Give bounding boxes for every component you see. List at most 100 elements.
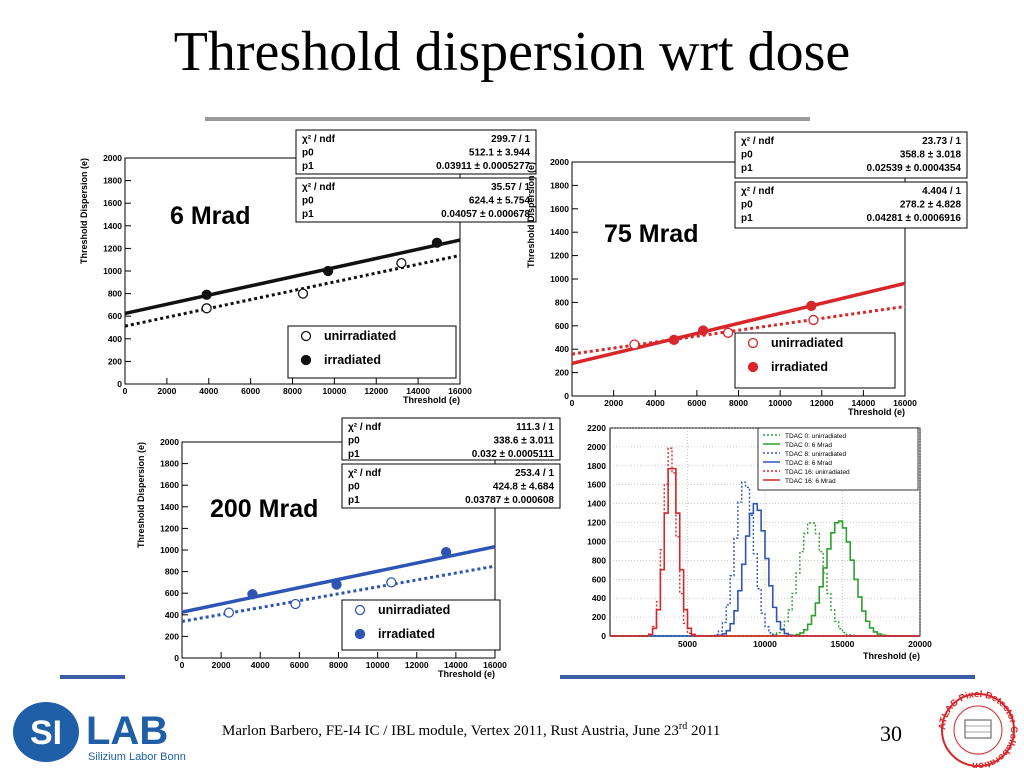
y-tick-label: 1000: [587, 536, 606, 546]
footer-citation: Marlon Barbero, FE-I4 IC / IBL module, V…: [222, 721, 720, 740]
badge-text: ATLAS Pixel Detector Collaboration: [937, 689, 1019, 768]
fit-param-value: 23.73 / 1: [922, 136, 961, 147]
y-tick-label: 2000: [160, 437, 179, 447]
x-tick-label: 14000: [444, 660, 468, 670]
chart-svg: 0 200 400 600 800 1000 1200 1400 1600 1800 2000 0 20…: [136, 417, 561, 679]
x-tick-label: 2000: [212, 660, 231, 670]
data-point-unirradiated: [386, 577, 397, 588]
fit-line-dotted: [124, 253, 461, 328]
y-tick-label: 1600: [103, 198, 122, 208]
fit-param-value: 299.7 / 1: [491, 134, 530, 145]
data-point-irradiated: [440, 547, 452, 558]
y-tick-label: 1200: [550, 251, 569, 261]
fit-param-name: p1: [302, 209, 314, 220]
y-tick-label: 800: [108, 289, 122, 299]
y-axis-label: Threshold Dispersion (e): [136, 442, 146, 548]
y-tick-label: 1200: [103, 243, 122, 253]
data-point-unirradiated: [396, 257, 407, 269]
y-axis-label: Threshold Dispersion (e): [79, 158, 89, 264]
legend-label: unirradiated: [324, 329, 396, 343]
y-tick-label: 600: [108, 311, 122, 321]
data-point-unirradiated: [722, 327, 734, 338]
y-tick-label: 600: [555, 321, 569, 331]
histogram-tdac-16-unirradiated: [610, 447, 920, 637]
data-point-unirradiated: [223, 607, 235, 618]
legend-marker: [747, 337, 759, 349]
x-tick-label: 0: [123, 386, 128, 396]
data-point-irradiated: [431, 237, 443, 248]
x-tick-label: 10000: [768, 398, 792, 408]
legend-label: irradiated: [324, 353, 381, 367]
legend-label: TDAC 8: unirradiated: [785, 451, 846, 458]
chart-200-mrad: 0 200 400 600 800 1000 1200 1400 1600 1800 2000 0 20…: [130, 417, 561, 680]
fit-stats-box: [341, 463, 561, 509]
data-point-irradiated: [201, 289, 212, 300]
y-tick-label: 200: [165, 631, 179, 641]
fit-stats-box: [295, 177, 537, 223]
y-tick-label: 0: [601, 631, 606, 641]
fit-line-dotted: [181, 564, 496, 623]
logo-subtitle: Silizium Labor Bonn: [88, 751, 186, 763]
legend-marker: [300, 354, 312, 366]
chart-6-mrad: 0 200 400 600 800 1000 1200 1400 1600 1800 2000 0 20…: [70, 128, 540, 406]
legend-label: TDAC 0: 6 Mrad: [785, 442, 832, 449]
fit-param-value: 278.2 ± 4.828: [900, 200, 962, 211]
y-tick-label: 800: [555, 297, 569, 307]
y-tick-label: 1600: [550, 204, 569, 214]
y-tick-label: 400: [108, 334, 122, 344]
x-tick-label: 6000: [241, 386, 260, 396]
fit-param-value: 624.4 ± 5.754: [469, 196, 531, 207]
x-tick-label: 5000: [678, 639, 697, 649]
x-tick-label: 14000: [852, 398, 876, 408]
fit-param-value: 0.032 ± 0.0005111: [472, 449, 555, 460]
page-number: 30: [880, 721, 902, 746]
footer-superscript: rd: [678, 721, 688, 732]
legend-label: TDAC 8: 6 Mrad: [785, 460, 832, 467]
y-tick-label: 400: [592, 593, 606, 603]
fit-line-dotted: [571, 305, 906, 356]
x-axis-label: Threshold (e): [863, 651, 920, 661]
fit-param-name: χ² / ndf: [348, 422, 382, 433]
legend-label: TDAC 16: unirradiated: [785, 469, 850, 476]
data-point-unirradiated: [629, 339, 640, 350]
fit-param-name: p1: [348, 449, 360, 460]
y-tick-label: 2000: [587, 442, 606, 452]
data-point-irradiated: [331, 579, 342, 590]
x-axis-label: Threshold (e): [403, 395, 460, 405]
y-tick-label: 2200: [587, 423, 606, 433]
y-tick-label: 1800: [587, 461, 606, 471]
bottom-rule-left: [60, 675, 125, 679]
legend-box: [734, 332, 896, 389]
dose-label: 200 Mrad: [210, 495, 318, 523]
x-tick-label: 14000: [406, 386, 430, 396]
y-tick-label: 2000: [550, 157, 569, 167]
chart-svg: 0 200 400 600 800 1000 1200 1400 1600 1800 2000 0 20…: [526, 131, 968, 417]
footer-citation-text: Marlon Barbero, FE-I4 IC / IBL module, V…: [222, 723, 679, 739]
legend-label: TDAC 0: unirradiated: [785, 433, 846, 440]
atlas-pixel-badge: ATLAS Pixel Detector Collaboration: [937, 689, 1019, 768]
x-tick-label: 12000: [810, 398, 834, 408]
y-tick-label: 1400: [103, 221, 122, 231]
fit-line-solid: [571, 281, 906, 366]
fit-param-name: χ² / ndf: [741, 136, 775, 147]
legend-box: [287, 325, 457, 379]
legend-label: irradiated: [378, 627, 435, 641]
fit-param-value: 512.1 ± 3.944: [469, 148, 531, 159]
y-axis-label: Threshold Dispersion (e): [526, 162, 536, 268]
fit-param-name: p1: [741, 163, 753, 174]
data-point-irradiated: [697, 325, 709, 336]
fit-param-name: χ² / ndf: [741, 186, 775, 197]
y-tick-label: 1600: [587, 480, 606, 490]
fit-param-value: 424.8 ± 4.684: [493, 482, 555, 493]
fit-param-value: 111.3 / 1: [516, 422, 554, 433]
y-tick-label: 1800: [160, 459, 179, 469]
fit-param-name: χ² / ndf: [348, 468, 382, 479]
fit-param-value: 35.57 / 1: [491, 182, 530, 193]
slide-title: Threshold dispersion wrt dose: [173, 21, 851, 83]
dose-label: 75 Mrad: [604, 220, 698, 248]
fit-param-value: 0.04281 ± 0.0006916: [867, 213, 962, 224]
data-point-irradiated: [806, 300, 817, 312]
y-tick-label: 200: [592, 612, 606, 622]
y-tick-label: 2000: [103, 153, 122, 163]
y-tick-label: 0: [174, 653, 179, 663]
